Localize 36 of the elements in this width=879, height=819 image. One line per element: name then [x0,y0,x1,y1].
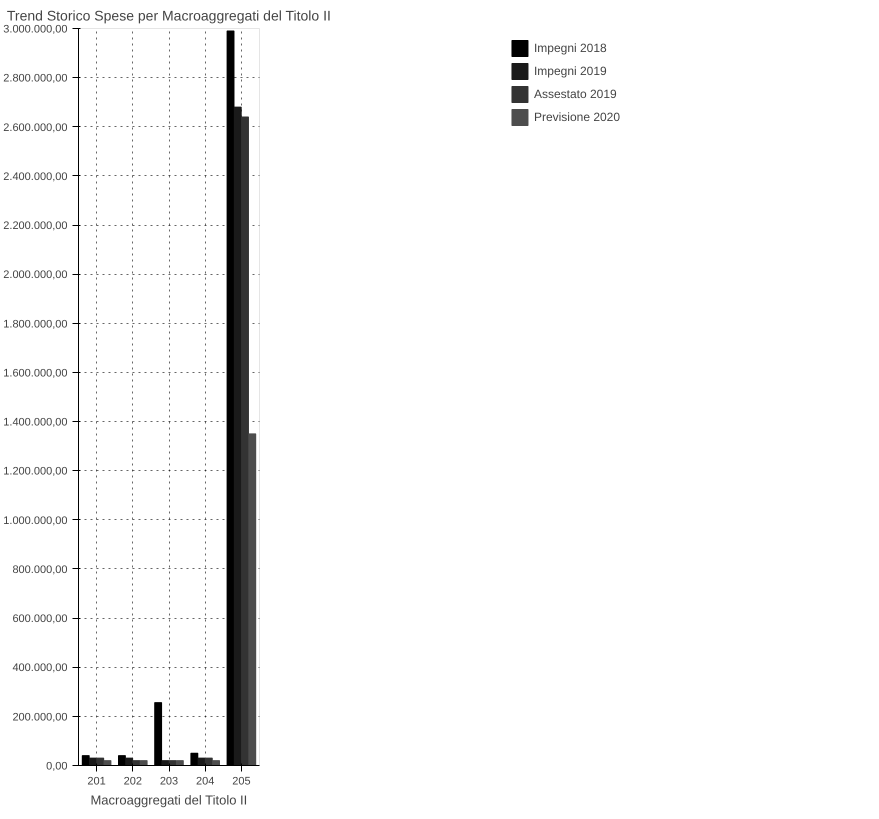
y-tick-label: 800.000,00 [12,564,68,576]
bar [212,760,220,766]
legend-label: Impegni 2018 [534,41,607,55]
y-tick-label: 1.400.000,00 [3,416,68,429]
legend-label: Previsione 2020 [534,110,620,124]
x-tick-label: 205 [232,776,251,788]
y-tick-label: 2.400.000,00 [3,170,68,183]
bar [198,758,206,766]
y-tick-label: 600.000,00 [12,613,68,626]
y-tick-label: 2.800.000,00 [3,72,68,85]
y-tick-label: 1.000.000,00 [3,514,68,527]
y-tick-label: 1.200.000,00 [3,466,68,478]
y-tick-label: 1.800.000,00 [3,318,68,330]
legend-label: Assestato 2019 [534,87,617,101]
y-tick-label: 2.600.000,00 [3,122,68,134]
bar [89,758,97,766]
x-axis-title: Macroaggregati del Titolo II [90,792,248,808]
bar [125,758,134,766]
x-tick-label: 203 [160,776,178,788]
bar [176,760,184,766]
x-tick-label: 201 [87,776,106,788]
bar [248,433,256,766]
x-tick-label: 202 [124,776,142,788]
bar [241,116,249,766]
chart-title: Trend Storico Spese per Macroaggregati del Titolo II [6,8,331,24]
bar [140,760,148,766]
x-tick-label: 204 [196,776,214,788]
y-tick-label: 400.000,00 [12,662,68,674]
y-tick-label: 1.600.000,00 [3,367,68,380]
legend-label: Impegni 2019 [534,64,607,78]
y-tick-label: 2.200.000,00 [3,220,68,232]
y-tick-label: 3.000.000,00 [3,24,68,36]
y-tick-label: 2.000.000,00 [3,269,68,282]
bar [104,760,112,766]
y-tick-label: 0,00 [46,760,68,772]
y-tick-label: 200.000,00 [12,711,68,724]
